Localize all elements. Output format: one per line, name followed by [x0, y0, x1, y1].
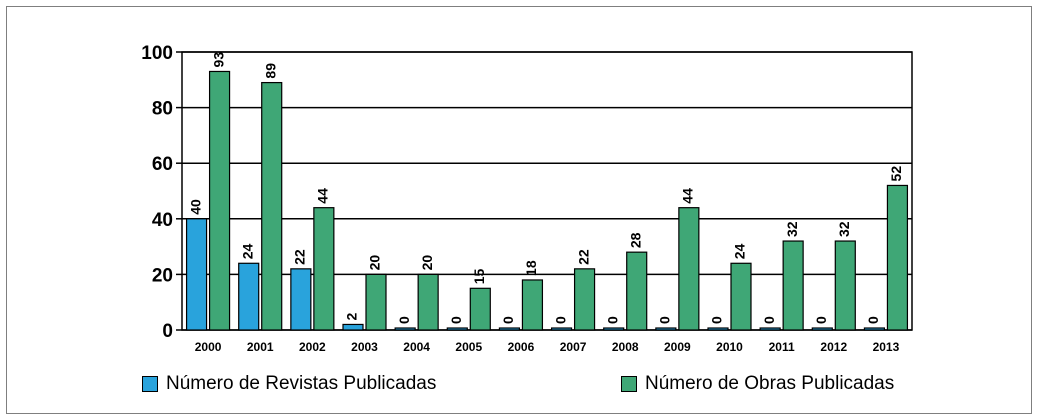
bar-obras-2008 — [626, 251, 648, 331]
bar-revistas-2002 — [290, 268, 312, 331]
legend-item-revistas: Número de Revistas Publicadas — [142, 372, 436, 396]
legend-item-obras: Número de Obras Publicadas — [621, 372, 894, 396]
data-label-obras-2005: 15 — [471, 269, 487, 285]
bar-obras-2013 — [886, 184, 909, 331]
data-label-revistas-2007: 0 — [552, 316, 568, 324]
x-tick-label: 2013 — [873, 340, 900, 354]
data-label-revistas-2013: 0 — [865, 316, 881, 324]
bar-revistas-2005 — [446, 327, 468, 331]
x-tick-label: 2003 — [351, 340, 378, 354]
x-tick-label: 2005 — [455, 340, 482, 354]
x-tick-label: 2007 — [560, 340, 587, 354]
bar-revistas-2001 — [238, 262, 260, 331]
data-label-revistas-2009: 0 — [657, 316, 673, 324]
data-label-obras-2006: 18 — [523, 260, 539, 276]
bar-obras-2000 — [208, 70, 231, 331]
x-tick-label: 2011 — [769, 340, 795, 354]
bar-revistas-2009 — [655, 327, 677, 331]
data-label-obras-2007: 22 — [575, 249, 591, 265]
data-label-obras-2004: 20 — [419, 255, 435, 271]
data-label-obras-2012: 32 — [836, 221, 852, 237]
data-label-revistas-2008: 0 — [604, 316, 620, 324]
bar-obras-2012 — [834, 240, 856, 331]
bar-revistas-2011 — [759, 327, 781, 331]
x-tick-label: 2002 — [299, 340, 326, 354]
bar-obras-2004 — [417, 273, 439, 331]
legend-swatch-obras — [621, 376, 637, 392]
bar-revistas-2007 — [550, 327, 573, 331]
bar-revistas-2008 — [603, 327, 625, 331]
data-label-obras-2002: 44 — [315, 188, 331, 204]
x-tick-label: 2001 — [247, 340, 274, 354]
y-tick-label: 60 — [152, 154, 173, 175]
legend-label-revistas: Número de Revistas Publicadas — [166, 373, 437, 394]
data-label-revistas-2010: 0 — [709, 316, 725, 324]
data-label-obras-2010: 24 — [732, 243, 748, 259]
data-label-revistas-2012: 0 — [813, 316, 829, 324]
x-tick-label: 2006 — [508, 340, 535, 354]
y-tick-label: 100 — [141, 43, 173, 64]
x-tick-label: 2012 — [820, 340, 847, 354]
bar-obras-2002 — [313, 207, 335, 331]
x-tick-label: 2004 — [403, 340, 430, 354]
bar-revistas-2004 — [394, 327, 416, 331]
y-tick-label: 40 — [152, 210, 173, 231]
data-label-obras-2011: 32 — [784, 221, 800, 237]
bar-obras-2005 — [469, 287, 491, 331]
data-label-revistas-2006: 0 — [500, 316, 516, 324]
y-tick-label: 80 — [152, 99, 173, 120]
data-label-obras-2008: 28 — [627, 232, 643, 248]
data-label-revistas-2011: 0 — [761, 316, 777, 324]
data-label-obras-2003: 20 — [367, 255, 383, 271]
bar-obras-2003 — [365, 273, 387, 331]
x-tick-label: 2009 — [664, 340, 691, 354]
bar-revistas-2003 — [342, 323, 364, 331]
bar-revistas-2012 — [811, 327, 833, 331]
data-label-obras-2000: 93 — [210, 52, 226, 68]
chart-frame — [6, 6, 1032, 414]
y-tick-label: 0 — [162, 321, 173, 342]
bar-revistas-2000 — [185, 218, 208, 331]
y-tick-label: 20 — [152, 265, 173, 286]
data-label-revistas-2001: 24 — [239, 243, 255, 259]
bar-obras-2001 — [261, 81, 283, 331]
bar-obras-2010 — [730, 262, 752, 331]
legend-swatch-revistas — [142, 376, 158, 392]
x-tick-label: 2010 — [716, 340, 743, 354]
data-label-revistas-2004: 0 — [396, 316, 412, 324]
bar-obras-2009 — [678, 207, 700, 331]
data-label-obras-2013: 52 — [888, 166, 904, 182]
x-tick-label: 2000 — [195, 340, 222, 354]
bar-obras-2011 — [782, 240, 804, 331]
x-tick-label: 2008 — [612, 340, 639, 354]
data-label-obras-2009: 44 — [680, 188, 696, 204]
legend-label-obras: Número de Obras Publicadas — [645, 373, 895, 394]
bar-revistas-2013 — [863, 327, 886, 331]
data-label-revistas-2000: 40 — [187, 199, 203, 215]
bar-revistas-2010 — [707, 327, 729, 331]
data-label-obras-2001: 89 — [262, 63, 278, 79]
data-label-revistas-2003: 2 — [344, 312, 360, 320]
bar-obras-2006 — [521, 279, 544, 331]
data-label-revistas-2002: 22 — [292, 249, 308, 265]
data-label-revistas-2005: 0 — [448, 316, 464, 324]
bar-revistas-2006 — [498, 327, 521, 331]
bar-obras-2007 — [573, 268, 596, 331]
